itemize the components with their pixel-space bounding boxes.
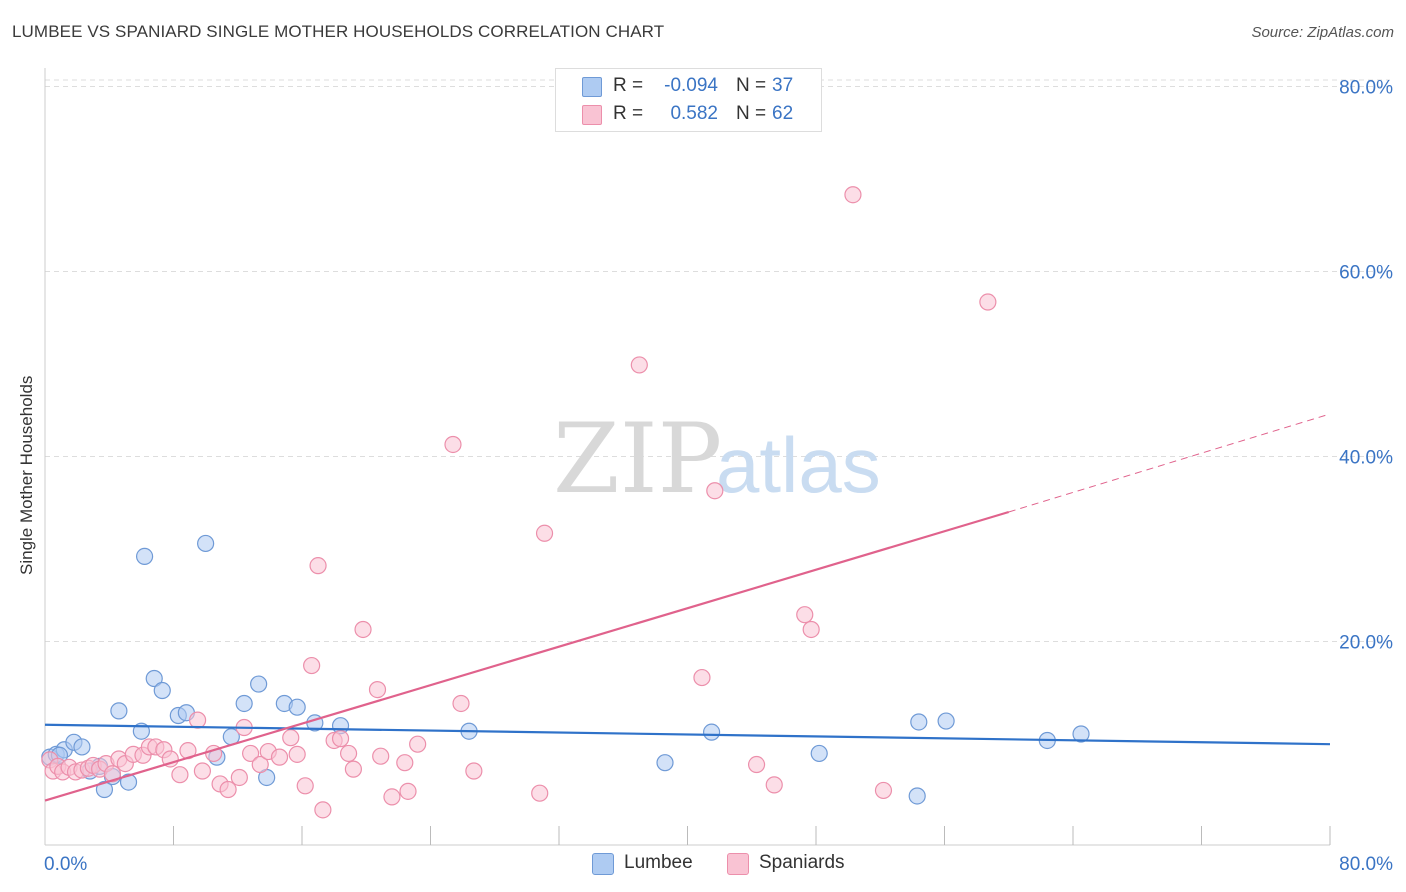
lumbee-point	[135, 547, 154, 566]
lumbee-legend-swatch	[592, 853, 614, 875]
spaniards-point	[219, 780, 237, 799]
lumbee-point	[145, 669, 163, 688]
lumbee-point	[810, 744, 828, 763]
lumbee-point	[910, 713, 928, 731]
spaniards-point	[396, 754, 414, 772]
y-tick-label: 60.0%	[1339, 263, 1393, 284]
lumbee-point	[235, 694, 253, 713]
watermark-atlas: atlas	[716, 421, 881, 509]
correlation-legend: R = -0.094 N = 37 R = 0.582 N = 62	[555, 68, 822, 132]
spaniards-point	[630, 356, 648, 374]
lumbee-point	[95, 780, 114, 799]
lumbee-point	[119, 773, 138, 791]
spaniards-point	[444, 435, 462, 454]
spaniards-point	[535, 524, 554, 542]
spaniards-point	[188, 711, 207, 729]
spaniards-point	[693, 668, 711, 687]
spaniards-legend-label: Spaniards	[759, 852, 845, 873]
lumbee-point	[702, 723, 721, 741]
spaniards-point	[368, 680, 387, 699]
spaniards-point	[874, 781, 893, 800]
spaniards-point	[383, 788, 401, 806]
spaniards-point	[331, 730, 350, 748]
spaniards-point	[193, 762, 212, 780]
spaniards-point	[288, 745, 306, 763]
spaniards-point	[354, 620, 372, 639]
spaniards-point	[372, 747, 390, 765]
x-tick-label: 0.0%	[44, 854, 87, 875]
spaniards-point	[339, 744, 358, 763]
lumbee-point	[937, 712, 955, 730]
x-tick-label: 80.0%	[1339, 854, 1393, 875]
chart-title: LUMBEE VS SPANIARD SINGLE MOTHER HOUSEHO…	[12, 22, 665, 41]
spaniards-point	[531, 784, 549, 802]
lumbee-point	[197, 534, 215, 553]
trend-lines	[44, 413, 1331, 802]
lumbee-point	[110, 702, 128, 720]
y-tick-label: 20.0%	[1339, 633, 1393, 654]
spaniards-point	[303, 656, 321, 675]
spaniards-swatch	[582, 105, 602, 125]
tick-labels: 20.0% 40.0% 60.0% 80.0% 0.0% 80.0%	[44, 78, 1393, 876]
lumbee-point	[1072, 725, 1090, 743]
lumbee-legend-label: Lumbee	[624, 852, 693, 873]
y-tick-label: 40.0%	[1339, 448, 1393, 469]
spaniards-point	[251, 755, 269, 774]
spaniards-point	[296, 777, 314, 795]
spaniards-point	[399, 782, 417, 800]
spaniards-point	[282, 729, 300, 747]
lumbee-swatch	[582, 77, 602, 97]
source-label: Source: ZipAtlas.com	[1251, 24, 1394, 41]
watermark: ZIP atlas	[553, 403, 881, 515]
spaniards-point	[844, 186, 862, 204]
y-tick-label: 80.0%	[1339, 78, 1393, 99]
spaniards-point	[103, 765, 122, 783]
spaniards-point	[465, 762, 483, 780]
lumbee-trend-line	[44, 723, 1331, 746]
spaniards-point	[230, 768, 248, 787]
legend-r-label: R =	[613, 103, 644, 124]
watermark-zip: ZIP	[553, 403, 722, 515]
spaniards-point	[765, 776, 783, 794]
spaniards-point	[796, 606, 814, 624]
lumbee-point	[288, 698, 306, 716]
spaniards-point	[171, 766, 189, 784]
spaniards-point	[309, 557, 327, 575]
legend-r-value: -0.094	[664, 75, 718, 96]
spaniards-point	[747, 755, 766, 774]
spaniards-trend-line-extension	[1008, 413, 1331, 513]
lumbee-point	[73, 738, 91, 756]
axes	[44, 68, 1331, 846]
lumbee-point	[250, 675, 268, 693]
spaniards-points	[41, 186, 997, 819]
spaniards-point	[314, 801, 332, 819]
legend-r-label: R =	[613, 75, 644, 96]
legend-n-label: N =	[736, 103, 767, 124]
lumbee-point	[656, 754, 674, 772]
series-legend: Lumbee Spaniards	[0, 852, 1406, 878]
spaniards-point	[979, 293, 997, 311]
spaniards-point	[344, 760, 362, 778]
legend-r-value: 0.582	[670, 103, 718, 124]
legend-row-spaniards: R = 0.582 N = 62	[556, 101, 821, 129]
spaniards-point	[242, 744, 260, 763]
spaniards-point	[409, 735, 427, 753]
gridlines	[45, 79, 1390, 642]
spaniards-point	[802, 620, 820, 639]
lumbee-point	[153, 681, 171, 700]
y-axis-label: Single Mother Households	[17, 375, 36, 575]
legend-row-lumbee: R = -0.094 N = 37	[556, 73, 821, 101]
legend-n-value: 37	[772, 75, 794, 96]
legend-n-value: 62	[772, 103, 794, 124]
spaniards-trend-line	[44, 510, 1010, 802]
spaniards-point	[452, 694, 470, 713]
spaniards-legend-swatch	[727, 853, 749, 875]
legend-n-label: N =	[736, 75, 767, 96]
spaniards-point	[706, 482, 724, 500]
lumbee-point	[908, 787, 926, 805]
spaniards-point	[270, 748, 289, 766]
